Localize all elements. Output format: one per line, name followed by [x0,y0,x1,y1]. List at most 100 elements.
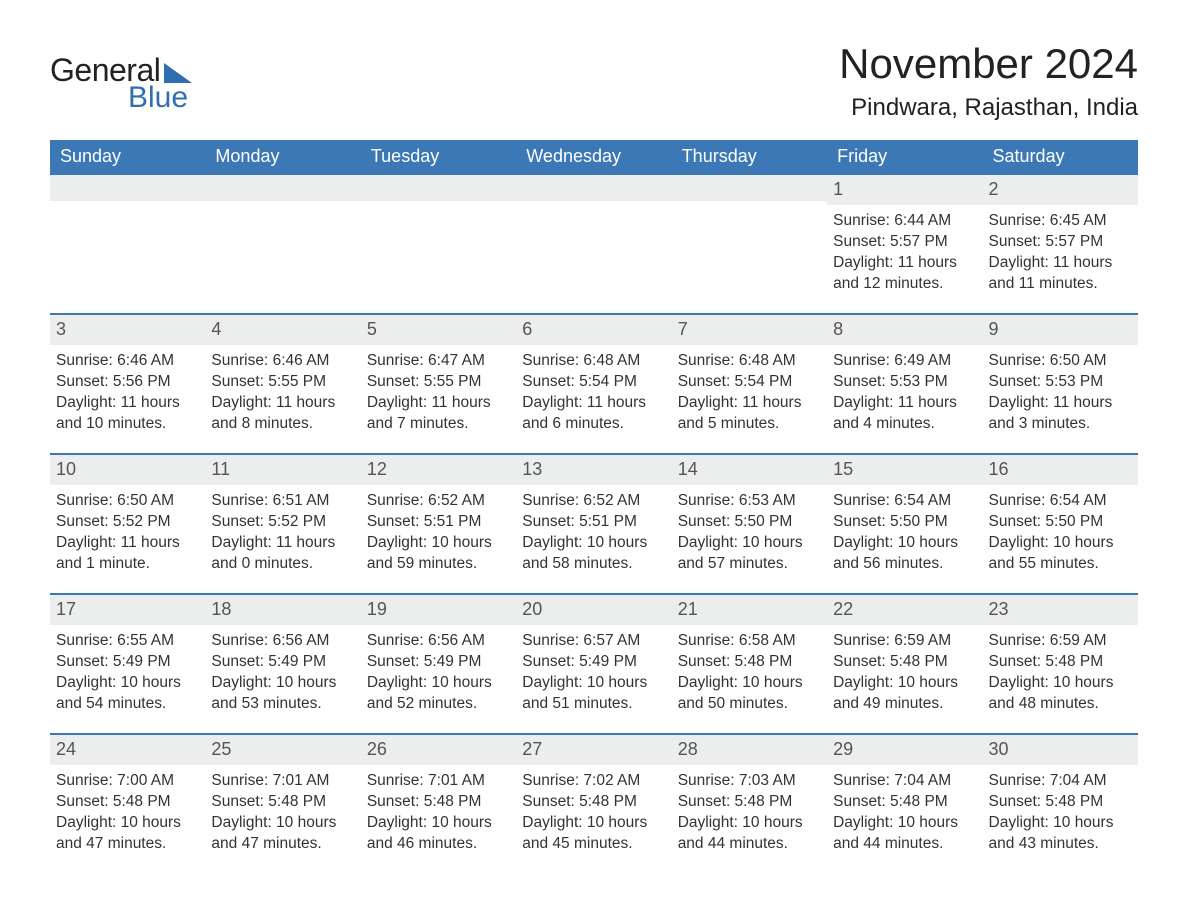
sunrise-text: Sunrise: 6:50 AM [989,351,1130,372]
daylight-text: Daylight: 10 hours and 59 minutes. [367,533,508,575]
date-number: 4 [205,315,360,345]
calendar-cell: 3Sunrise: 6:46 AMSunset: 5:56 PMDaylight… [50,315,205,453]
week-row: 3Sunrise: 6:46 AMSunset: 5:56 PMDaylight… [50,313,1138,453]
sunrise-text: Sunrise: 6:48 AM [522,351,663,372]
date-number: 5 [361,315,516,345]
sunrise-text: Sunrise: 6:48 AM [678,351,819,372]
sunset-text: Sunset: 5:48 PM [678,652,819,673]
date-number: 20 [516,595,671,625]
sunrise-text: Sunrise: 7:04 AM [833,771,974,792]
daylight-text: Daylight: 11 hours and 5 minutes. [678,393,819,435]
daylight-text: Daylight: 11 hours and 6 minutes. [522,393,663,435]
date-number: 21 [672,595,827,625]
calendar-cell: 26Sunrise: 7:01 AMSunset: 5:48 PMDayligh… [361,735,516,873]
sunrise-text: Sunrise: 6:52 AM [522,491,663,512]
location: Pindwara, Rajasthan, India [839,94,1138,122]
header: General Blue November 2024 Pindwara, Raj… [50,40,1138,122]
calendar-cell: 22Sunrise: 6:59 AMSunset: 5:48 PMDayligh… [827,595,982,733]
daylight-text: Daylight: 11 hours and 10 minutes. [56,393,197,435]
date-number: 9 [983,315,1138,345]
daylight-text: Daylight: 10 hours and 51 minutes. [522,673,663,715]
daylight-text: Daylight: 11 hours and 4 minutes. [833,393,974,435]
sunrise-text: Sunrise: 6:58 AM [678,631,819,652]
date-number: 19 [361,595,516,625]
date-number: 12 [361,455,516,485]
sunset-text: Sunset: 5:48 PM [211,792,352,813]
calendar-cell [205,175,360,313]
calendar: Sunday Monday Tuesday Wednesday Thursday… [50,140,1138,873]
sunrise-text: Sunrise: 6:54 AM [833,491,974,512]
sunrise-text: Sunrise: 7:04 AM [989,771,1130,792]
sunrise-text: Sunrise: 6:54 AM [989,491,1130,512]
week-row: 10Sunrise: 6:50 AMSunset: 5:52 PMDayligh… [50,453,1138,593]
sunset-text: Sunset: 5:57 PM [833,232,974,253]
calendar-cell: 4Sunrise: 6:46 AMSunset: 5:55 PMDaylight… [205,315,360,453]
sunrise-text: Sunrise: 6:57 AM [522,631,663,652]
calendar-cell [50,175,205,313]
sunrise-text: Sunrise: 7:03 AM [678,771,819,792]
sunrise-text: Sunrise: 6:59 AM [989,631,1130,652]
calendar-cell: 1Sunrise: 6:44 AMSunset: 5:57 PMDaylight… [827,175,982,313]
sunset-text: Sunset: 5:55 PM [367,372,508,393]
sunrise-text: Sunrise: 6:50 AM [56,491,197,512]
sunset-text: Sunset: 5:53 PM [989,372,1130,393]
daylight-text: Daylight: 10 hours and 50 minutes. [678,673,819,715]
date-number: 27 [516,735,671,765]
sunset-text: Sunset: 5:49 PM [56,652,197,673]
calendar-cell: 19Sunrise: 6:56 AMSunset: 5:49 PMDayligh… [361,595,516,733]
date-number: 30 [983,735,1138,765]
date-number [50,175,205,201]
week-row: 24Sunrise: 7:00 AMSunset: 5:48 PMDayligh… [50,733,1138,873]
calendar-cell: 20Sunrise: 6:57 AMSunset: 5:49 PMDayligh… [516,595,671,733]
sunset-text: Sunset: 5:49 PM [367,652,508,673]
date-number: 8 [827,315,982,345]
daylight-text: Daylight: 10 hours and 49 minutes. [833,673,974,715]
daylight-text: Daylight: 10 hours and 46 minutes. [367,813,508,855]
weeks-container: 1Sunrise: 6:44 AMSunset: 5:57 PMDaylight… [50,175,1138,873]
sunrise-text: Sunrise: 7:01 AM [367,771,508,792]
title-block: November 2024 Pindwara, Rajasthan, India [839,40,1138,122]
date-number: 1 [827,175,982,205]
week-row: 1Sunrise: 6:44 AMSunset: 5:57 PMDaylight… [50,175,1138,313]
day-header-thu: Thursday [672,140,827,175]
sunset-text: Sunset: 5:48 PM [989,792,1130,813]
calendar-cell: 13Sunrise: 6:52 AMSunset: 5:51 PMDayligh… [516,455,671,593]
day-header-sun: Sunday [50,140,205,175]
day-header-row: Sunday Monday Tuesday Wednesday Thursday… [50,140,1138,175]
sunset-text: Sunset: 5:48 PM [56,792,197,813]
date-number: 14 [672,455,827,485]
daylight-text: Daylight: 10 hours and 47 minutes. [211,813,352,855]
day-header-mon: Monday [205,140,360,175]
date-number: 11 [205,455,360,485]
calendar-cell: 25Sunrise: 7:01 AMSunset: 5:48 PMDayligh… [205,735,360,873]
calendar-cell: 2Sunrise: 6:45 AMSunset: 5:57 PMDaylight… [983,175,1138,313]
calendar-cell: 24Sunrise: 7:00 AMSunset: 5:48 PMDayligh… [50,735,205,873]
date-number: 7 [672,315,827,345]
calendar-cell: 14Sunrise: 6:53 AMSunset: 5:50 PMDayligh… [672,455,827,593]
calendar-cell: 28Sunrise: 7:03 AMSunset: 5:48 PMDayligh… [672,735,827,873]
sunset-text: Sunset: 5:54 PM [678,372,819,393]
calendar-cell: 27Sunrise: 7:02 AMSunset: 5:48 PMDayligh… [516,735,671,873]
date-number [205,175,360,201]
calendar-cell [516,175,671,313]
daylight-text: Daylight: 10 hours and 45 minutes. [522,813,663,855]
sunset-text: Sunset: 5:48 PM [678,792,819,813]
date-number: 6 [516,315,671,345]
week-row: 17Sunrise: 6:55 AMSunset: 5:49 PMDayligh… [50,593,1138,733]
day-header-sat: Saturday [983,140,1138,175]
sunset-text: Sunset: 5:48 PM [989,652,1130,673]
date-number [361,175,516,201]
calendar-cell: 5Sunrise: 6:47 AMSunset: 5:55 PMDaylight… [361,315,516,453]
daylight-text: Daylight: 11 hours and 11 minutes. [989,253,1130,295]
date-number [516,175,671,201]
date-number [672,175,827,201]
sunset-text: Sunset: 5:53 PM [833,372,974,393]
calendar-cell [361,175,516,313]
day-header-tue: Tuesday [361,140,516,175]
sunset-text: Sunset: 5:49 PM [211,652,352,673]
sunset-text: Sunset: 5:51 PM [367,512,508,533]
date-number: 15 [827,455,982,485]
daylight-text: Daylight: 10 hours and 55 minutes. [989,533,1130,575]
calendar-cell: 15Sunrise: 6:54 AMSunset: 5:50 PMDayligh… [827,455,982,593]
sunset-text: Sunset: 5:48 PM [522,792,663,813]
